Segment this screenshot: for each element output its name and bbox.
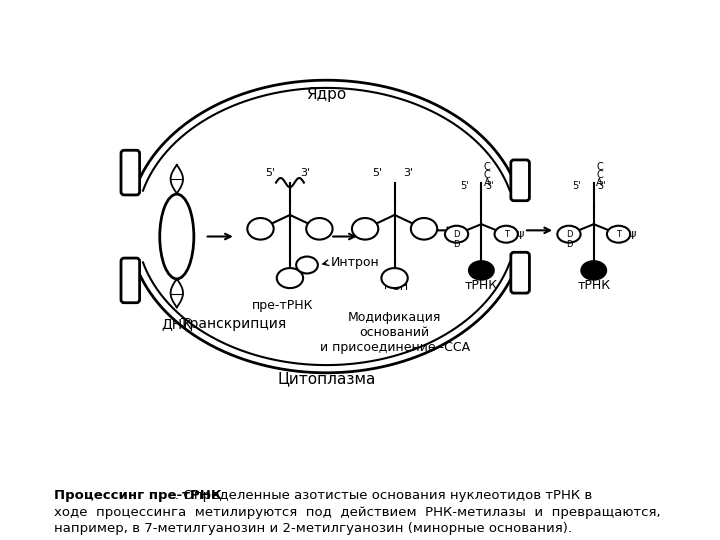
Text: C: C: [484, 162, 490, 172]
Ellipse shape: [276, 268, 303, 288]
Ellipse shape: [411, 218, 437, 240]
Text: T: T: [616, 230, 621, 239]
Ellipse shape: [352, 218, 378, 240]
Text: 3': 3': [597, 181, 606, 191]
Text: Транскрипция: Транскрипция: [181, 318, 286, 332]
Text: ходе  процессинга  метилируются  под  действием  РНК-метилазы  и  превращаются,: ходе процессинга метилируются под действ…: [54, 506, 661, 519]
Ellipse shape: [607, 226, 630, 242]
Ellipse shape: [445, 226, 468, 242]
Text: D: D: [454, 240, 460, 249]
Ellipse shape: [495, 226, 518, 242]
Text: тРНК: тРНК: [577, 279, 611, 292]
Ellipse shape: [306, 218, 333, 240]
Text: 3': 3': [485, 181, 493, 191]
Text: . Определенные азотистые основания нуклеотидов тРНК в: . Определенные азотистые основания нукле…: [175, 489, 593, 502]
Text: T: T: [504, 230, 508, 239]
Text: OH: OH: [392, 281, 408, 292]
Text: например, в 7-метилгуанозин и 2-метилгуанозин (минорные основания).: например, в 7-метилгуанозин и 2-метилгуа…: [54, 522, 572, 535]
Ellipse shape: [248, 218, 274, 240]
Text: 5': 5': [572, 181, 581, 191]
Text: A: A: [596, 178, 603, 187]
Text: 3': 3': [300, 167, 310, 178]
Text: ДНК: ДНК: [161, 318, 192, 332]
Ellipse shape: [581, 261, 606, 280]
Text: D: D: [454, 230, 460, 239]
Text: пре-тРНК: пре-тРНК: [251, 299, 313, 312]
Text: C: C: [484, 170, 490, 180]
Text: Интрон: Интрон: [330, 256, 379, 269]
Text: D: D: [566, 240, 572, 249]
Ellipse shape: [382, 268, 408, 288]
Text: ψ: ψ: [516, 229, 524, 239]
Text: A: A: [484, 178, 490, 187]
Ellipse shape: [469, 261, 494, 280]
Ellipse shape: [296, 256, 318, 273]
Text: C: C: [596, 162, 603, 172]
FancyBboxPatch shape: [121, 150, 140, 195]
Text: D: D: [566, 230, 572, 239]
Text: Цитоплазма: Цитоплазма: [277, 372, 376, 387]
FancyBboxPatch shape: [121, 258, 140, 303]
Text: 5': 5': [372, 167, 382, 178]
Ellipse shape: [160, 194, 194, 279]
Text: Модификация
оснований
и присоединение -ССА: Модификация оснований и присоединение -С…: [320, 311, 469, 354]
FancyBboxPatch shape: [510, 160, 529, 201]
FancyBboxPatch shape: [510, 252, 529, 293]
Text: C: C: [596, 170, 603, 180]
Text: Ядро: Ядро: [306, 86, 346, 102]
Text: тРНК: тРНК: [465, 279, 498, 292]
Text: ψ: ψ: [629, 229, 636, 239]
Text: Процессинг пре-тРНК: Процессинг пре-тРНК: [54, 489, 222, 502]
Text: 3': 3': [403, 167, 413, 178]
Ellipse shape: [557, 226, 580, 242]
Text: p: p: [384, 279, 391, 289]
Text: 5': 5': [266, 167, 276, 178]
Text: 5': 5': [460, 181, 469, 191]
